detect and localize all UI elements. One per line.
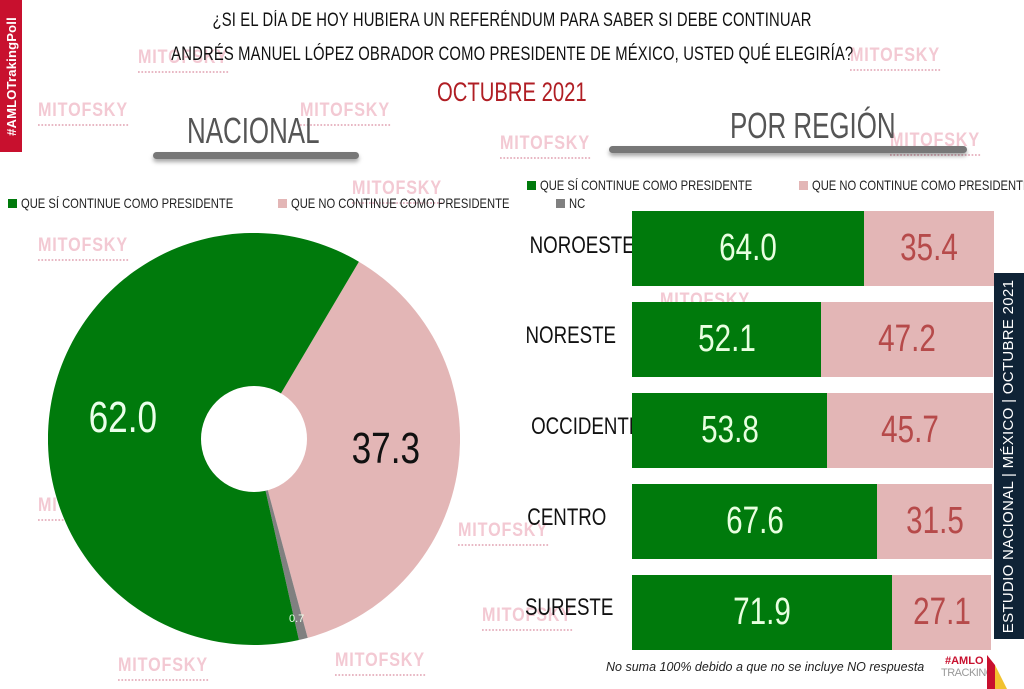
bar-segment-no: 35.4 [864,211,994,286]
study-info-text: ESTUDIO NACIONAL | MÉXICO | OCTUBRE 2021 [1000,279,1018,633]
donut-slice-no [254,261,460,638]
legend-swatch-no [799,180,809,190]
bar-segment-no: 31.5 [877,484,992,559]
watermark: MITOFSKY [335,650,425,678]
pie-label-yes: 62.0 [88,393,158,442]
region-label-sureste: SURESTE [524,594,614,621]
nacional-donut-chart-render [48,233,460,645]
question-line-1: ¿SI EL DÍA DE HOY HUBIERA UN REFERÉNDUM … [212,10,812,31]
bar-segment-yes: 53.8 [632,393,827,468]
bar-segment-yes: 71.9 [632,575,892,650]
bar-segment-yes: 64.0 [632,211,864,286]
watermark: MITOFSKY [118,655,208,683]
survey-month: OCTUBRE 2021 [437,77,587,107]
question-line-2: ANDRÉS MANUEL LÓPEZ OBRADOR COMO PRESIDE… [170,44,854,65]
title-underline [609,146,967,153]
bar-segment-yes: 67.6 [632,484,877,559]
study-info-tag: ESTUDIO NACIONAL | MÉXICO | OCTUBRE 2021 [994,273,1024,639]
region-label-centro: CENTRO [526,504,606,531]
section-title-nacional: NACIONAL [187,110,320,151]
pie-label-nc: 0.7 [289,613,305,625]
region-legend: QUE SÍ CONTINUE COMO PRESIDENTE QUE NO C… [527,177,1024,193]
pie-label-no: 37.3 [351,424,421,473]
bar-segment-no: 45.7 [827,393,993,468]
title-underline [153,152,359,159]
legend-swatch-yes [527,180,536,190]
watermark: MITOFSKY [500,133,590,161]
amlo-tracking-logo: #AMLO TRACKING [941,655,1007,689]
legend-swatch-nc [556,198,566,208]
footnote: No suma 100% debido a que no se incluye … [606,660,925,674]
legend-label-yes: QUE SÍ CONTINUE COMO PRESIDENTE [21,195,234,211]
nacional-legend: QUE SÍ CONTINUE COMO PRESIDENTE QUE NO C… [8,195,585,211]
legend-label-yes: QUE SÍ CONTINUE COMO PRESIDENTE [540,177,753,193]
logo-line-2: TRACKING [941,667,994,679]
hashtag-text: #AMLOTrakingPoll [3,16,19,136]
bar-segment-yes: 52.1 [632,302,821,377]
region-bar-noreste: 52.1 47.2 [632,302,993,377]
region-label-noroeste: NOROESTE [529,232,635,259]
bar-segment-no: 47.2 [821,302,993,377]
bar-segment-no: 27.1 [892,575,991,650]
logo-graphic-icon [987,655,1007,689]
section-title-region: POR REGIÓN [730,105,896,146]
donut-hole [201,386,307,492]
hashtag-side-tag: #AMLOTrakingPoll [0,0,22,152]
region-bar-occidente: 53.8 45.7 [632,393,993,468]
region-bar-centro: 67.6 31.5 [632,484,992,559]
legend-label-no: QUE NO CONTINUE COMO PRESIDENTE [291,195,510,211]
region-bar-noroeste: 64.0 35.4 [632,211,994,286]
legend-swatch-yes [8,198,17,208]
region-bar-sureste: 71.9 27.1 [632,575,991,650]
region-label-noreste: NORESTE [525,322,617,349]
legend-label-nc: NC [569,195,586,211]
legend-label-no: QUE NO CONTINUE COMO PRESIDENTE [812,177,1024,193]
legend-swatch-no [278,198,288,208]
region-label-occidente: OCCIDENTE [531,413,642,440]
logo-line-1: #AMLO [945,655,984,667]
